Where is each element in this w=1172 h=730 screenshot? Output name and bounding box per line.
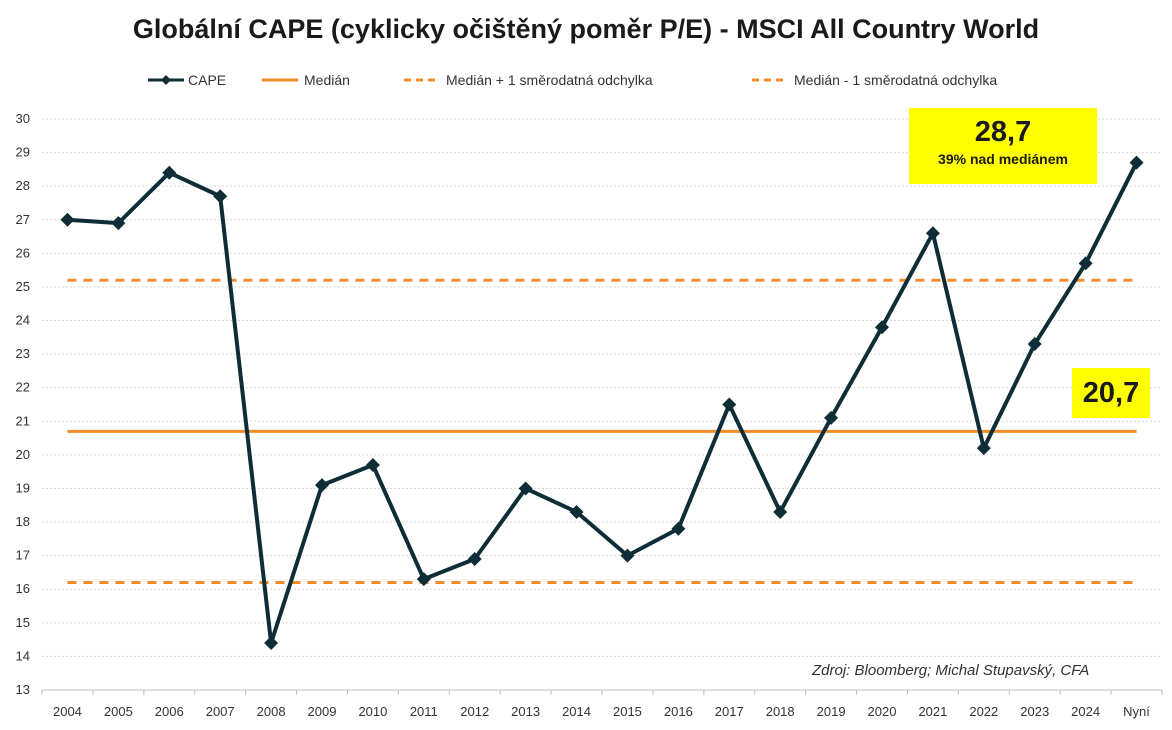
cape-data-point <box>60 212 75 227</box>
x-tick-label: 2021 <box>918 704 947 719</box>
legend-label-cape: CAPE <box>188 72 226 88</box>
legend-median-plus-std-label: Medián + 1 směrodatná odchylka <box>446 72 653 88</box>
cape-data-point <box>264 635 279 650</box>
cape-data-point <box>1027 337 1042 352</box>
y-tick-label: 29 <box>16 145 30 160</box>
x-tick-label: 2011 <box>410 704 438 719</box>
cape-data-point <box>824 410 839 425</box>
median-value-callout: 20,7 <box>1072 368 1150 418</box>
y-tick-label: 27 <box>16 212 30 227</box>
x-tick-label: 2013 <box>511 704 540 719</box>
x-tick-label: 2019 <box>817 704 846 719</box>
y-tick-label: 28 <box>16 178 30 193</box>
cape-data-point <box>518 481 533 496</box>
x-tick-label: 2018 <box>766 704 795 719</box>
last-value-label: 28,7 <box>974 116 1032 148</box>
y-tick-label: 25 <box>16 279 30 294</box>
x-tick-label: Nyní <box>1123 704 1150 719</box>
cape-data-point <box>315 478 329 493</box>
y-tick-label: 16 <box>16 581 30 596</box>
x-tick-label: 2024 <box>1071 704 1100 719</box>
x-tick-label: 2005 <box>104 704 133 719</box>
x-tick-label: 2022 <box>969 704 998 719</box>
cape-data-point <box>1129 155 1144 170</box>
y-tick-label: 24 <box>16 313 30 328</box>
cape-series-line <box>67 161 1139 645</box>
x-tick-label: 2012 <box>460 704 489 719</box>
cape-data-point <box>722 397 737 412</box>
cape-data-point <box>773 504 788 519</box>
y-tick-label: 18 <box>16 514 30 529</box>
y-tick-label: 21 <box>16 413 30 428</box>
y-tick-label: 17 <box>16 548 30 563</box>
y-tick-label: 26 <box>16 245 30 260</box>
y-tick-label: 30 <box>16 111 30 126</box>
last-value-callout: 28,7 39% nad mediánem <box>909 108 1097 184</box>
x-tick-label: 2004 <box>53 704 82 719</box>
x-tick-label: 2006 <box>155 704 184 719</box>
x-tick-label: 2009 <box>308 704 337 719</box>
cape-data-point <box>416 572 431 587</box>
x-tick-label: 2007 <box>206 704 235 719</box>
x-tick-label: 2016 <box>664 704 693 719</box>
cape-data-point <box>976 441 991 456</box>
y-tick-label: 22 <box>16 380 30 395</box>
y-tick-label: 14 <box>16 648 30 663</box>
y-tick-label: 23 <box>16 346 30 361</box>
legend-marker-cape <box>161 75 171 85</box>
last-value-note: 39% nad mediánem <box>938 151 1068 167</box>
x-tick-label: 2014 <box>562 704 591 719</box>
legend-median-minus-std-label: Medián - 1 směrodatná odchylka <box>794 72 997 88</box>
cape-data-point <box>925 226 940 241</box>
cape-data-point <box>111 216 126 231</box>
chart-title: Globální CAPE (cyklicky očištěný poměr P… <box>132 14 1040 44</box>
cape-data-point <box>213 189 228 204</box>
y-tick-label: 20 <box>16 447 30 462</box>
cape-data-point <box>620 548 635 563</box>
y-tick-label: 15 <box>16 615 30 630</box>
cape-data-point <box>671 521 686 536</box>
x-tick-label: 2020 <box>868 704 897 719</box>
cape-data-point <box>875 320 889 335</box>
legend-median-label: Medián <box>304 72 350 88</box>
x-tick-label: 2023 <box>1020 704 1049 719</box>
cape-data-point <box>162 165 177 180</box>
x-tick-label: 2017 <box>715 704 744 719</box>
y-tick-label: 13 <box>16 682 30 697</box>
source-note: Zdroj: Bloomberg; Michal Stupavský, CFA <box>812 662 1090 679</box>
x-tick-label: 2015 <box>613 704 642 719</box>
x-tick-label: 2010 <box>358 704 387 719</box>
y-tick-label: 19 <box>16 480 30 495</box>
x-tick-label: 2008 <box>257 704 286 719</box>
cape-data-point <box>467 552 482 567</box>
cape-data-point <box>365 457 380 472</box>
cape-data-point <box>1078 256 1093 271</box>
cape-data-point <box>569 504 584 519</box>
